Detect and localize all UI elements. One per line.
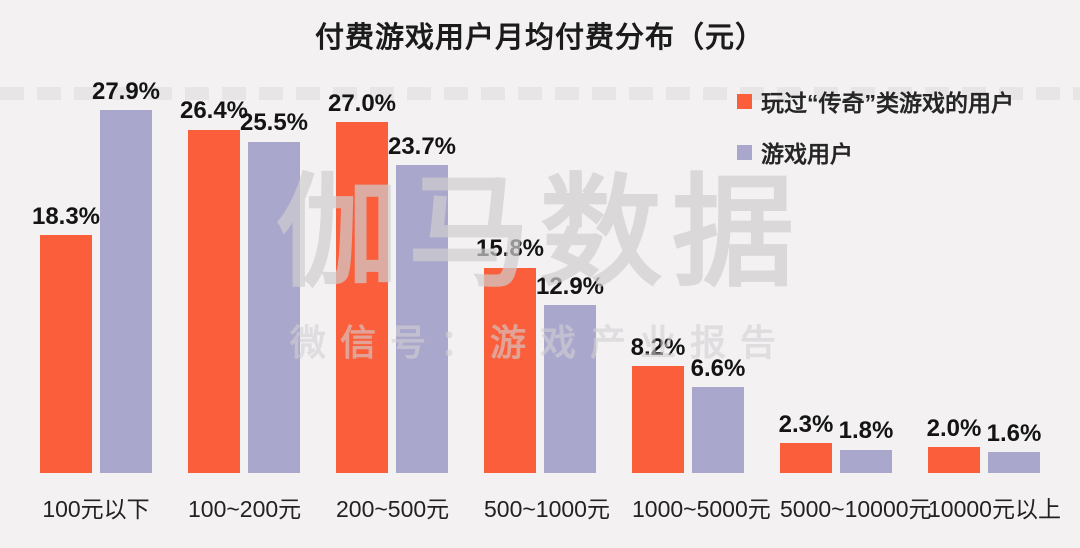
value-label: 1.6% — [986, 419, 1042, 447]
bar — [988, 452, 1040, 473]
bar — [188, 129, 240, 473]
bar — [336, 122, 388, 473]
category-label: 200~500元 — [336, 496, 450, 522]
bar-with-label: 2.3% — [778, 75, 834, 473]
value-label: 8.2% — [630, 334, 686, 362]
bar — [692, 387, 744, 473]
value-label: 6.6% — [690, 354, 746, 382]
bar — [840, 449, 892, 473]
legend-label: 游戏用户 — [761, 141, 853, 167]
value-label: 23.7% — [387, 132, 457, 160]
value-label: 27.0% — [327, 89, 397, 117]
chart-title: 付费游戏用户月均付费分布（元） — [314, 22, 765, 54]
category-label: 5000~10000元 — [780, 496, 932, 522]
bar-with-label: 15.8% — [476, 75, 544, 473]
bar-with-label: 12.9% — [536, 75, 604, 473]
bar — [40, 235, 92, 473]
value-label: 18.3% — [31, 202, 101, 230]
bar — [484, 267, 536, 473]
value-label: 15.8% — [475, 235, 545, 263]
bar-group: 18.3% 27.9% — [32, 75, 160, 473]
bar-group: 15.8% 12.9% — [476, 75, 604, 473]
bar-with-label: 1.6% — [986, 75, 1042, 473]
bar-with-label: 25.5% — [240, 75, 308, 473]
value-label: 2.0% — [926, 414, 982, 442]
legend-label: 玩过“传奇”类游戏的用户 — [761, 90, 1014, 116]
value-label: 26.4% — [179, 97, 249, 125]
bar — [100, 110, 152, 473]
bar — [632, 366, 684, 473]
bar-with-label: 6.6% — [690, 75, 746, 473]
legend-item-game-users: 游戏用户 — [737, 135, 1014, 169]
faint-watermark-strip — [0, 87, 1080, 100]
legend: 玩过“传奇”类游戏的用户 游戏用户 — [737, 84, 1014, 169]
value-label: 25.5% — [239, 109, 309, 137]
bar-plot-area: 18.3% 27.9% 26.4% 25.5% 27.0% 23.7% 15.8% 12.9%… — [32, 75, 1042, 473]
category-label: 100~200元 — [188, 496, 302, 522]
legend-item-legend-players: 玩过“传奇”类游戏的用户 — [737, 84, 1014, 118]
legend-swatch-icon — [737, 144, 752, 160]
bar-with-label: 2.0% — [926, 75, 982, 473]
bar — [928, 447, 980, 473]
category-label: 500~1000元 — [484, 496, 610, 522]
category-label: 1000~5000元 — [632, 496, 771, 522]
bar-group: 2.0% 1.6% — [926, 75, 1042, 473]
value-label: 12.9% — [535, 272, 605, 300]
bar-with-label: 8.2% — [630, 75, 686, 473]
bar — [248, 141, 300, 473]
bar — [396, 164, 448, 473]
bar-with-label: 27.0% — [328, 75, 396, 473]
bar-with-label: 1.8% — [838, 75, 894, 473]
bar-with-label: 27.9% — [92, 75, 160, 473]
legend-swatch-icon — [737, 93, 752, 109]
bar — [544, 305, 596, 473]
category-label: 10000元以上 — [928, 496, 1061, 522]
category-axis: 100元以下 100~200元 200~500元 500~1000元 1000~5000… — [40, 490, 1061, 524]
bar-group: 8.2% 6.6% — [630, 75, 746, 473]
value-label: 2.3% — [778, 410, 834, 438]
bar-with-label: 18.3% — [32, 75, 100, 473]
value-label: 1.8% — [838, 417, 894, 445]
bar-group: 26.4% 25.5% — [180, 75, 308, 473]
value-label: 27.9% — [91, 77, 161, 105]
bar-with-label: 23.7% — [388, 75, 456, 473]
bar-with-label: 26.4% — [180, 75, 248, 473]
bar — [780, 443, 832, 473]
category-label: 100元以下 — [42, 496, 150, 522]
bar-group: 27.0% 23.7% — [328, 75, 456, 473]
bar-group: 2.3% 1.8% — [778, 75, 894, 473]
